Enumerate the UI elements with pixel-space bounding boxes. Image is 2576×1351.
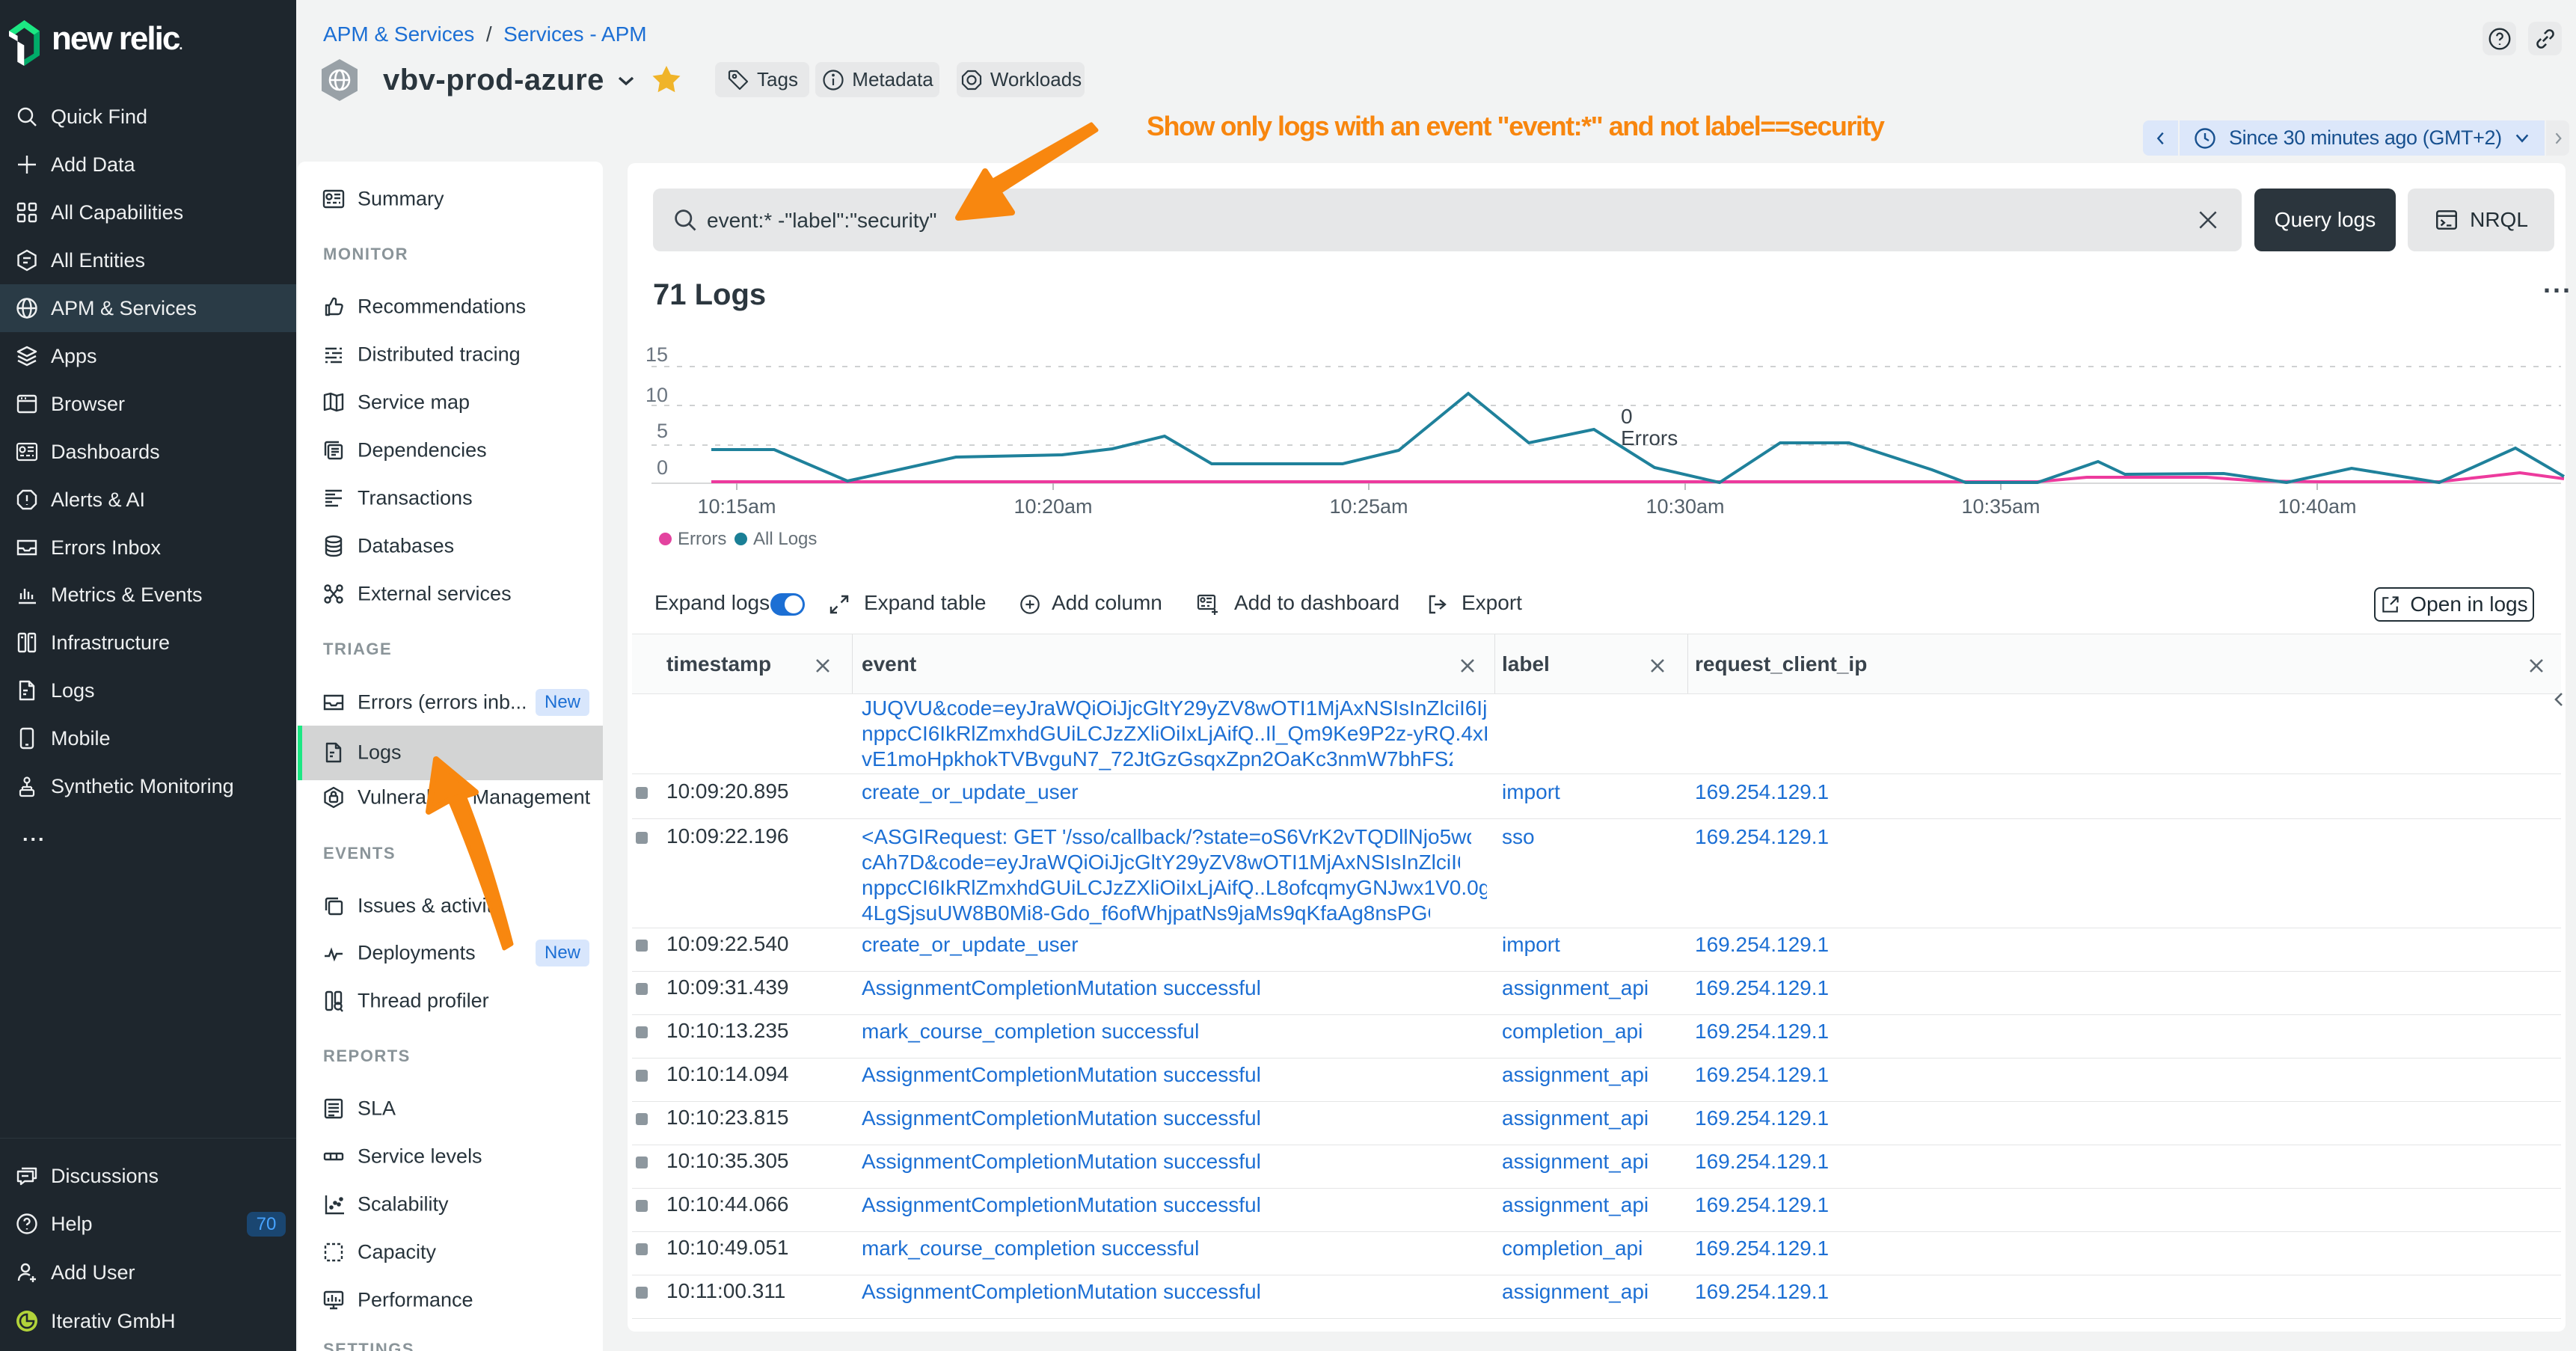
svg-text:10:15am: 10:15am	[697, 495, 776, 518]
svg-text:10:30am: 10:30am	[1646, 495, 1724, 518]
svg-text:0: 0	[1621, 405, 1633, 428]
svg-text:10:40am: 10:40am	[2278, 495, 2356, 518]
svg-text:10:25am: 10:25am	[1329, 495, 1408, 518]
svg-text:Errors: Errors	[1621, 426, 1678, 450]
svg-text:10:35am: 10:35am	[1961, 495, 2040, 518]
svg-text:10:20am: 10:20am	[1013, 495, 1092, 518]
svg-text:10: 10	[645, 384, 668, 406]
svg-text:0: 0	[657, 456, 668, 479]
svg-text:5: 5	[657, 420, 668, 442]
svg-text:15: 15	[645, 343, 668, 366]
